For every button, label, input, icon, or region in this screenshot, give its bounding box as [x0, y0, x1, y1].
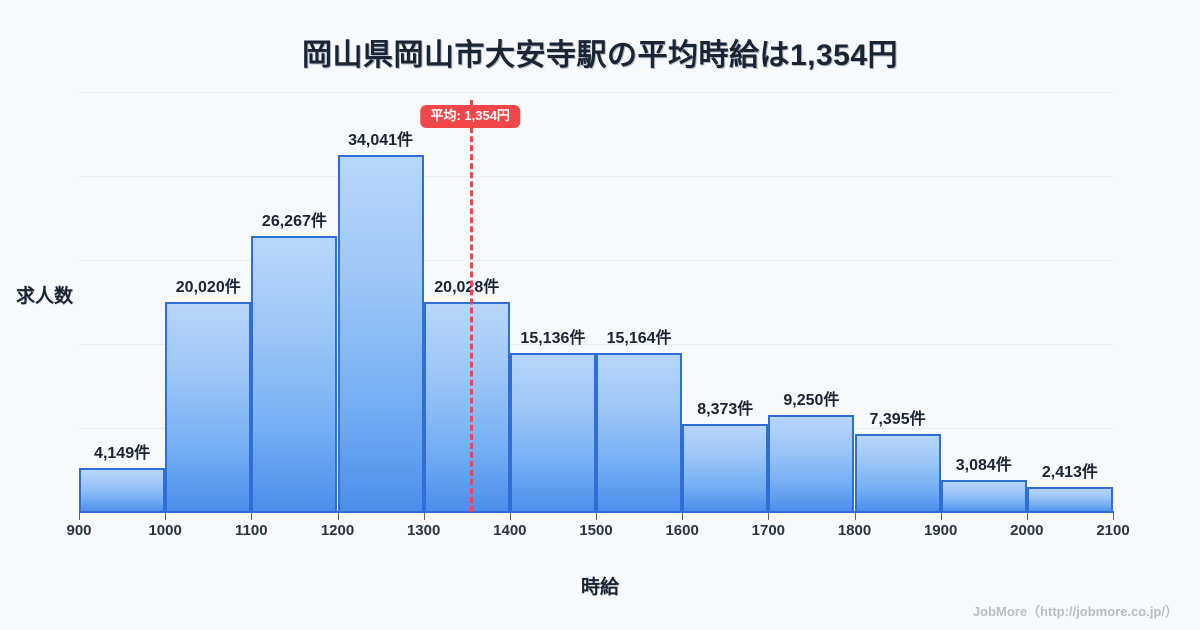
- bar-value-label: 15,164件: [606, 329, 672, 347]
- x-axis-tick-label: 1100: [235, 522, 268, 539]
- bar[interactable]: [682, 424, 769, 512]
- bar-series: 4,149件 20,020件 26,267件 34,041件 20,028件 15,136…: [79, 92, 1113, 512]
- x-axis-tick-label: 1700: [751, 522, 786, 539]
- bar-value-label: 20,020件: [175, 278, 241, 296]
- bar[interactable]: [768, 414, 855, 512]
- y-axis-title: 求人数: [16, 286, 74, 307]
- x-axis-title: 時給: [580, 577, 619, 598]
- x-axis-tick: [1113, 513, 1114, 520]
- x-axis-tick: [165, 513, 167, 520]
- x-axis-tick-label: 2100: [1096, 522, 1130, 539]
- x-axis-tick: [682, 513, 684, 520]
- bar-value-label: 26,267件: [261, 213, 327, 231]
- bar[interactable]: [854, 434, 941, 512]
- x-axis-tick-label: 900: [66, 522, 92, 539]
- bar[interactable]: [165, 301, 252, 512]
- bar[interactable]: [1026, 486, 1113, 512]
- bar-value-label: 2,413件: [1041, 463, 1098, 481]
- bar[interactable]: [79, 468, 166, 512]
- page-title: 岡山県岡山市大安寺駅の平均時給は1,354円: [301, 39, 899, 72]
- plot-area: 4,149件 20,020件 26,267件 34,041件 20,028件 15,136…: [79, 92, 1113, 512]
- x-axis-tick: [509, 513, 511, 520]
- bar-value-label: 34,041件: [348, 131, 414, 149]
- average-line: [470, 100, 474, 512]
- bar-value-label: 7,395件: [869, 411, 926, 429]
- x-axis-tick-label: 1300: [406, 522, 441, 539]
- bar-value-label: 15,136件: [520, 330, 586, 348]
- x-axis-tick: [940, 513, 942, 520]
- bar[interactable]: [940, 479, 1027, 512]
- bar[interactable]: [337, 154, 424, 512]
- x-axis-tick: [337, 513, 339, 520]
- x-axis-tick: [768, 513, 770, 520]
- x-axis-tick-label: 1000: [148, 522, 182, 539]
- x-axis-tick-label: 1900: [923, 522, 958, 539]
- x-axis-baseline: [79, 511, 1114, 513]
- bar-value-label: 20,028件: [434, 278, 500, 296]
- average-badge: 平均: 1,354円: [420, 105, 520, 129]
- x-axis-tick-label: 1200: [320, 522, 355, 539]
- x-axis-tick: [251, 513, 253, 520]
- x-axis-tick-label: 1400: [493, 522, 527, 539]
- bar-value-label: 3,084件: [955, 456, 1012, 474]
- x-axis-tick: [423, 513, 425, 520]
- bar-value-label: 8,373件: [697, 401, 754, 419]
- x-axis-tick-label: 1500: [579, 522, 613, 539]
- x-axis-tick: [79, 513, 80, 520]
- bar[interactable]: [596, 352, 683, 512]
- bar-value-label: 9,250件: [783, 391, 840, 409]
- x-axis-tick-label: 1800: [837, 522, 872, 539]
- bar[interactable]: [509, 353, 596, 512]
- bar-value-label: 4,149件: [94, 445, 151, 463]
- x-axis-tick: [596, 513, 597, 520]
- x-axis-tick-label: 1600: [665, 522, 699, 539]
- x-axis-tick-label: 2000: [1010, 522, 1044, 539]
- bar[interactable]: [423, 301, 510, 512]
- x-axis-tick: [854, 513, 856, 520]
- watermark: JobMore（http://jobmore.co.jp/）: [972, 604, 1178, 619]
- x-axis-tick: [1026, 513, 1028, 520]
- bar[interactable]: [251, 236, 338, 512]
